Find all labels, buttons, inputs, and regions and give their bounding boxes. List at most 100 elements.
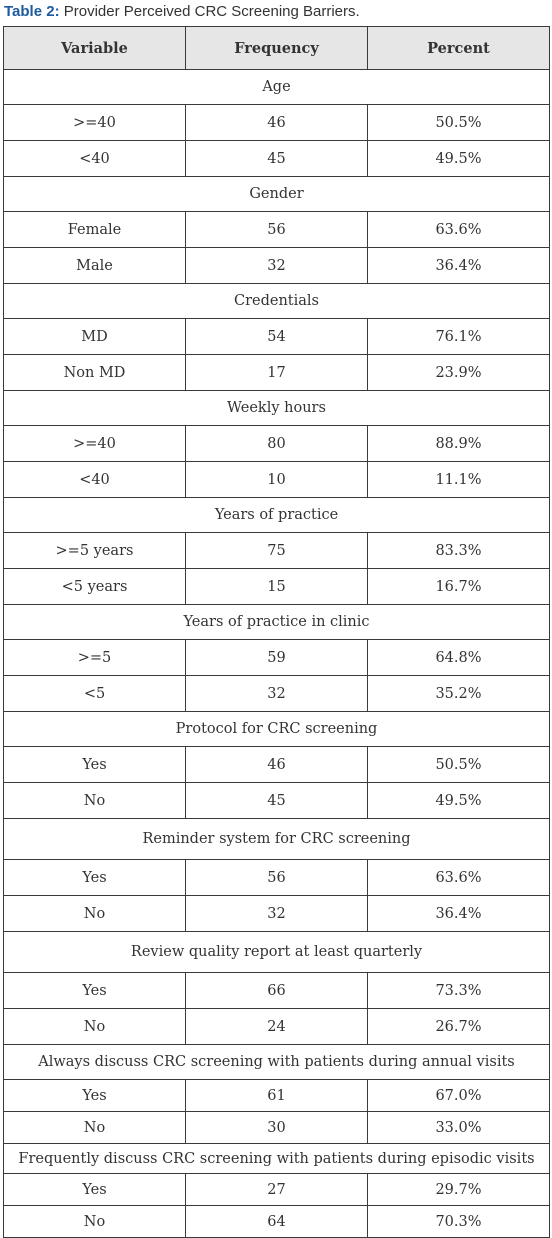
table-row: Non MD 17 23.9% <box>3 354 550 391</box>
table-row: >=40 46 50.5% <box>3 104 550 141</box>
section-title: Years of practice <box>3 497 550 533</box>
cell-frequency: 54 <box>185 318 368 355</box>
cell-variable: Yes <box>3 1173 186 1206</box>
table-row: No 30 33.0% <box>3 1111 550 1144</box>
cell-percent: 36.4% <box>367 247 550 284</box>
table-caption-text: Provider Perceived CRC Screening Barrier… <box>59 3 360 20</box>
table-row: <40 10 11.1% <box>3 461 550 498</box>
table-row: Yes 56 63.6% <box>3 859 550 896</box>
section-row: Frequently discuss CRC screening with pa… <box>3 1143 550 1174</box>
section-title: Frequently discuss CRC screening with pa… <box>3 1143 550 1174</box>
table-row: >=5 years 75 83.3% <box>3 532 550 569</box>
cell-frequency: 56 <box>185 859 368 896</box>
cell-variable: Yes <box>3 746 186 783</box>
table-row: Yes 61 67.0% <box>3 1079 550 1112</box>
cell-variable: <40 <box>3 140 186 177</box>
barriers-table: Variable Frequency Percent Age >=40 46 50.5… <box>3 26 550 1238</box>
cell-percent: 64.8% <box>367 639 550 676</box>
cell-frequency: 10 <box>185 461 368 498</box>
section-title: Always discuss CRC screening with patien… <box>3 1044 550 1080</box>
cell-percent: 63.6% <box>367 859 550 896</box>
table-row: <5 years 15 16.7% <box>3 568 550 605</box>
cell-percent: 36.4% <box>367 895 550 932</box>
cell-variable: >=5 <box>3 639 186 676</box>
section-row: Years of practice <box>3 497 550 533</box>
cell-frequency: 17 <box>185 354 368 391</box>
cell-percent: 49.5% <box>367 140 550 177</box>
cell-variable: >=5 years <box>3 532 186 569</box>
cell-frequency: 24 <box>185 1008 368 1045</box>
table-row: >=5 59 64.8% <box>3 639 550 676</box>
cell-frequency: 32 <box>185 247 368 284</box>
cell-frequency: 66 <box>185 972 368 1009</box>
cell-percent: 29.7% <box>367 1173 550 1206</box>
table-row: Female 56 63.6% <box>3 211 550 248</box>
cell-variable: Yes <box>3 859 186 896</box>
cell-variable: <5 years <box>3 568 186 605</box>
cell-percent: 63.6% <box>367 211 550 248</box>
cell-variable: Female <box>3 211 186 248</box>
column-header-percent: Percent <box>367 26 550 70</box>
cell-frequency: 46 <box>185 746 368 783</box>
table-row: Yes 46 50.5% <box>3 746 550 783</box>
cell-frequency: 80 <box>185 425 368 462</box>
cell-percent: 50.5% <box>367 104 550 141</box>
cell-percent: 33.0% <box>367 1111 550 1144</box>
section-title: Review quality report at least quarterly <box>3 931 550 973</box>
section-title: Credentials <box>3 283 550 319</box>
section-title: Weekly hours <box>3 390 550 426</box>
section-title: Protocol for CRC screening <box>3 711 550 747</box>
cell-frequency: 46 <box>185 104 368 141</box>
table-header-row: Variable Frequency Percent <box>3 26 550 70</box>
table-row: MD 54 76.1% <box>3 318 550 355</box>
cell-variable: Yes <box>3 972 186 1009</box>
section-row: Age <box>3 69 550 105</box>
cell-frequency: 30 <box>185 1111 368 1144</box>
cell-percent: 73.3% <box>367 972 550 1009</box>
table-row: Male 32 36.4% <box>3 247 550 284</box>
table-row: Yes 27 29.7% <box>3 1173 550 1206</box>
cell-percent: 49.5% <box>367 782 550 819</box>
cell-frequency: 45 <box>185 140 368 177</box>
cell-variable: Non MD <box>3 354 186 391</box>
cell-variable: MD <box>3 318 186 355</box>
cell-variable: <5 <box>3 675 186 712</box>
cell-frequency: 59 <box>185 639 368 676</box>
table-body: Age >=40 46 50.5% <40 45 49.5% Gender Female 56 63… <box>3 69 550 1238</box>
table-caption: Table 2: Provider Perceived CRC Screenin… <box>4 2 360 22</box>
section-title: Age <box>3 69 550 105</box>
section-title: Years of practice in clinic <box>3 604 550 640</box>
cell-variable: Yes <box>3 1079 186 1112</box>
cell-frequency: 27 <box>185 1173 368 1206</box>
section-title: Gender <box>3 176 550 212</box>
cell-percent: 76.1% <box>367 318 550 355</box>
cell-frequency: 15 <box>185 568 368 605</box>
section-row: Protocol for CRC screening <box>3 711 550 747</box>
table-row: No 45 49.5% <box>3 782 550 819</box>
cell-variable: No <box>3 1111 186 1144</box>
section-row: Review quality report at least quarterly <box>3 931 550 973</box>
cell-percent: 83.3% <box>367 532 550 569</box>
section-title: Reminder system for CRC screening <box>3 818 550 860</box>
cell-percent: 16.7% <box>367 568 550 605</box>
cell-frequency: 32 <box>185 675 368 712</box>
section-row: Years of practice in clinic <box>3 604 550 640</box>
table-row: No 24 26.7% <box>3 1008 550 1045</box>
section-row: Credentials <box>3 283 550 319</box>
column-header-frequency: Frequency <box>185 26 368 70</box>
section-row: Weekly hours <box>3 390 550 426</box>
cell-variable: Male <box>3 247 186 284</box>
cell-variable: >=40 <box>3 104 186 141</box>
cell-frequency: 75 <box>185 532 368 569</box>
section-row: Gender <box>3 176 550 212</box>
cell-variable: >=40 <box>3 425 186 462</box>
section-row: Reminder system for CRC screening <box>3 818 550 860</box>
table-row: <40 45 49.5% <box>3 140 550 177</box>
cell-percent: 35.2% <box>367 675 550 712</box>
table-row: No 32 36.4% <box>3 895 550 932</box>
column-header-variable: Variable <box>3 26 186 70</box>
cell-percent: 67.0% <box>367 1079 550 1112</box>
cell-percent: 11.1% <box>367 461 550 498</box>
cell-variable: No <box>3 782 186 819</box>
cell-variable: No <box>3 1008 186 1045</box>
